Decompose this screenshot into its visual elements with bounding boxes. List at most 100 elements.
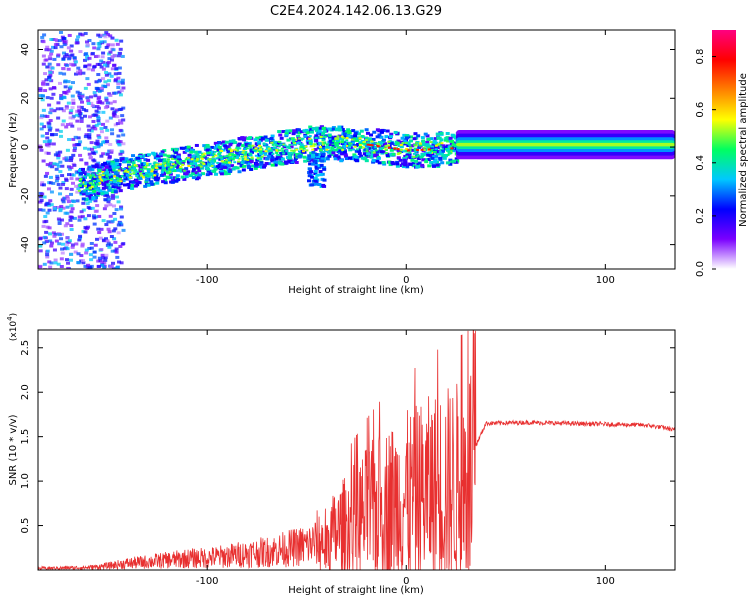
heatmap-cell [133,168,138,172]
heatmap-cell [112,178,116,181]
heatmap-cell [47,208,52,212]
heatmap-cell [79,116,84,120]
heatmap-cell [277,140,281,143]
heatmap-cell [255,136,260,140]
heatmap-cell [58,30,63,34]
heatmap-cell [315,159,320,163]
heatmap-cell [325,148,329,151]
heatmap-cell [366,152,371,156]
heatmap-cell [98,33,103,37]
heatmap-cell [102,265,107,269]
heatmap-cell [92,250,97,254]
heatmap-cell [84,109,89,113]
heatmap-cell [130,183,135,187]
heatmap-cell [129,173,133,176]
heatmap-cell [51,142,56,146]
heatmap-cell [47,62,52,66]
heatmap-cell [169,166,173,169]
heatmap-cell [133,184,138,188]
heatmap-cell [407,152,412,156]
heatmap-cell [143,153,148,157]
heatmap-cell [83,146,88,150]
heatmap-cell [68,62,73,66]
heatmap-cell [369,155,374,159]
heatmap-cell [320,159,325,163]
heatmap-cell [172,163,176,166]
heatmap-cell [155,162,159,165]
heatmap-cell [219,172,224,176]
heatmap-cell [95,180,100,184]
heatmap-cell [327,127,332,131]
heatmap-cell [45,131,50,135]
heatmap-cell [59,45,64,49]
heatmap-cell [318,131,323,135]
heatmap-cell [85,54,90,58]
heatmap-cell [404,136,409,140]
heatmap-cell [101,51,106,55]
heatmap-cell [317,165,322,169]
heatmap-cell [175,164,180,168]
heatmap-cell [61,182,66,186]
heatmap-cell [60,123,65,127]
heatmap-cell [110,249,115,253]
heatmap-cell [76,261,81,265]
heatmap-cell [259,148,263,151]
heatmap-cell [55,107,60,111]
heatmap-cell [448,145,452,148]
heatmap-cell [101,219,106,223]
heatmap-cell [148,162,152,165]
heatmap-cell [83,86,88,90]
heatmap-cell [434,141,439,145]
heatmap-cell [418,143,422,146]
heatmap-cell [97,122,102,126]
heatmap-cell [270,141,274,144]
heatmap-cell [342,130,347,134]
heatmap-cell [170,147,175,151]
heatmap-cell [106,43,111,47]
heatmap-cell [113,79,118,83]
heatmap-cell [85,43,90,47]
heatmap-cell [95,62,100,66]
heatmap-cell [272,159,277,163]
heatmap-cell [297,131,302,135]
heatmap-cell [210,160,214,163]
heatmap-cell [429,149,434,153]
heatmap-cell [313,143,317,146]
heatmap-cell [105,128,110,132]
colorbar-tick-label: 0.0 [695,261,706,277]
heatmap-cell [86,225,91,229]
heatmap-cell [93,127,98,131]
heatmap-cell [365,147,369,150]
heatmap-cell [316,142,321,146]
colorbar-gradient [712,30,736,269]
heatmap-cell [425,140,430,144]
heatmap-cell [85,57,90,61]
heatmap-cell [77,127,82,131]
heatmap-cell [236,149,240,152]
heatmap-cell [305,149,309,152]
heatmap-cell [299,152,304,156]
heatmap-cell [220,158,224,161]
heatmap-cell [324,145,329,149]
heatmap-cell [62,55,67,59]
heatmap-cell [366,143,370,146]
heatmap-cell [433,150,437,153]
heatmap-cell [314,180,319,184]
heatmap-cell [446,140,450,143]
heatmap-cell [49,241,54,245]
heatmap-cell [171,179,176,183]
heatmap-cell [421,155,425,158]
heatmap-cell [198,159,203,163]
heatmap-cell [228,154,232,157]
heatmap-cell [56,262,61,266]
heatmap-cell [364,128,369,132]
heatmap-cell [389,141,394,145]
heatmap-cell [138,176,143,180]
heatmap-cell [341,136,345,139]
heatmap-cell [418,142,422,145]
heatmap-cell [155,178,160,182]
heatmap-cell [39,114,44,118]
heatmap-cell [342,147,347,151]
heatmap-cell [412,137,417,141]
heatmap-cell [402,150,406,153]
